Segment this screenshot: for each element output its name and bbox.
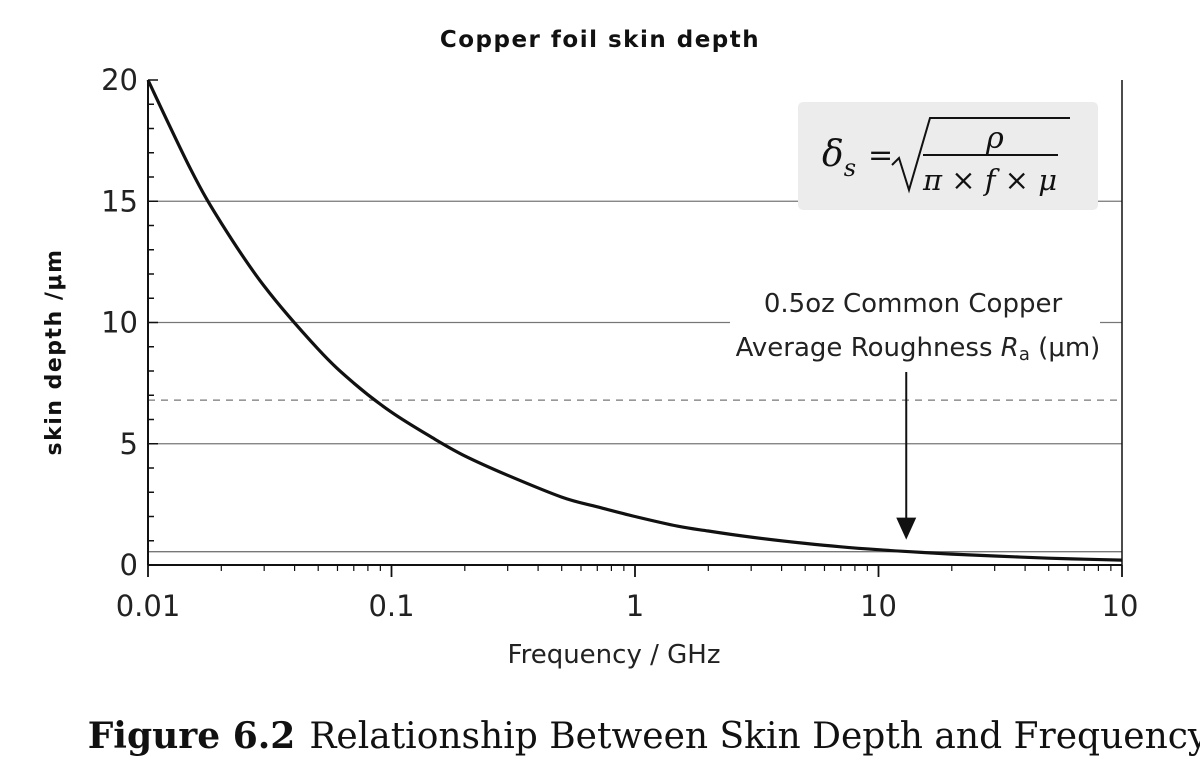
x-axis-label: Frequency / GHz xyxy=(508,640,721,670)
x-tick-label: 1 xyxy=(626,589,644,623)
y-tick-label: 15 xyxy=(101,184,138,218)
y-tick-label: 20 xyxy=(101,63,138,97)
roughness-unit: (μm) xyxy=(1030,333,1100,363)
formula-lhs-subscript: s xyxy=(844,154,856,182)
y-tick-label: 0 xyxy=(120,548,138,582)
x-tick-label: 10 xyxy=(860,589,897,623)
annotation-arrow xyxy=(896,372,917,540)
roughness-subscript: a xyxy=(1019,344,1030,365)
x-tick-label: 0.1 xyxy=(368,589,414,623)
formula-denominator: π × f × μ xyxy=(922,163,1057,197)
reference-lines xyxy=(148,399,1122,553)
roughness-annotation: 0.5oz Common Copper Average Roughness Ra… xyxy=(730,282,1100,372)
series-layer xyxy=(146,79,1123,562)
formula-numerator: ρ xyxy=(985,121,1004,156)
annotation-line-1: 0.5oz Common Copper xyxy=(764,289,1063,319)
caption-text: Relationship Between Skin Depth and Freq… xyxy=(309,716,1200,757)
formula-sqrt-sign xyxy=(891,117,1070,194)
y-tick-label: 10 xyxy=(101,306,138,340)
figure-caption: Figure 6.2 Relationship Between Skin Dept… xyxy=(88,715,1200,757)
formula-box: δs = ρ π × f × μ xyxy=(798,102,1098,210)
caption-number: Figure 6.2 xyxy=(88,715,296,757)
y-tick-label: 5 xyxy=(120,427,138,461)
chart-title: Copper foil skin depth xyxy=(440,27,760,53)
formula-lhs: δs xyxy=(822,134,856,182)
annotation-line-2: Average Roughness Ra (μm) xyxy=(736,333,1101,365)
x-tick-label: 10 xyxy=(1102,589,1139,623)
roughness-symbol: R xyxy=(1001,333,1019,363)
skin-depth-curve xyxy=(146,79,1123,562)
x-tick-label: 0.01 xyxy=(116,589,181,623)
y-axis-label: skin depth /μm xyxy=(42,249,67,456)
axes: 0 5 10 15 20 0.01 0.1 1 10 10 xyxy=(101,63,1138,623)
formula-equals: = xyxy=(868,138,893,173)
annotation-background xyxy=(730,282,1100,372)
arrow-head xyxy=(896,517,917,540)
